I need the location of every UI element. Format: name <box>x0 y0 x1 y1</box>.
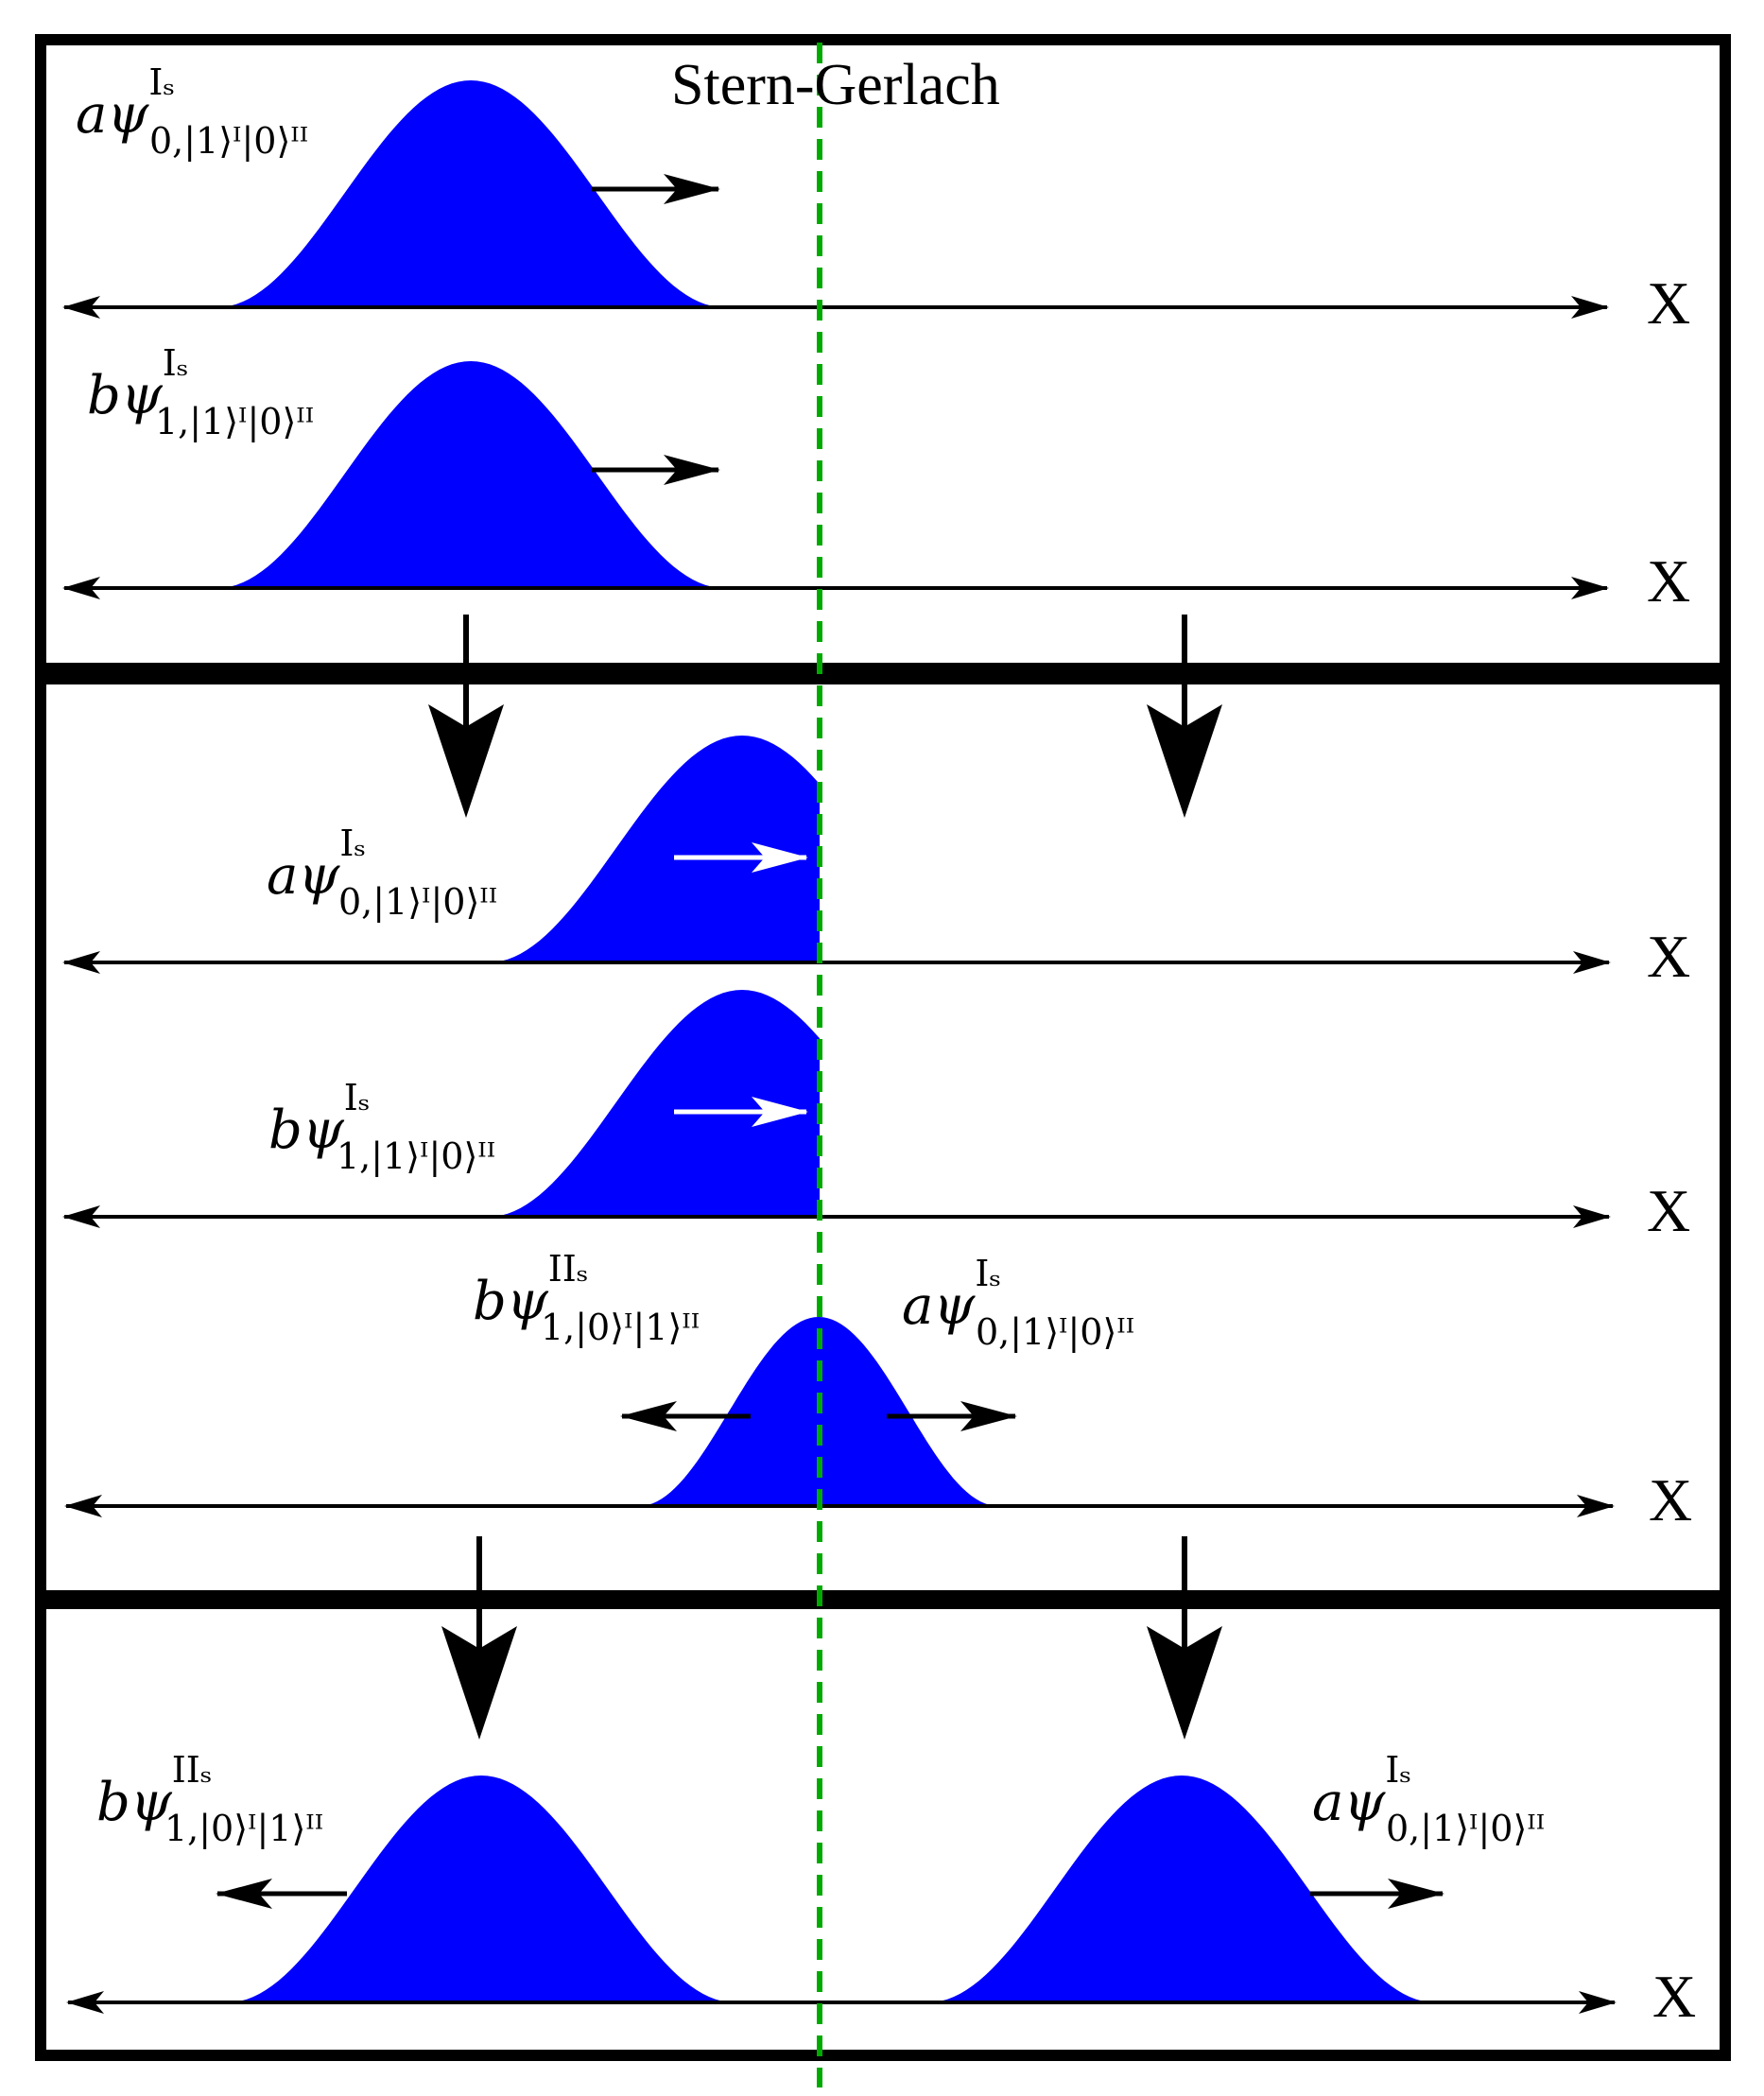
panel-middle <box>35 673 1731 1602</box>
wave-packet-a-at-magnet <box>489 736 820 962</box>
step-arrow-down <box>428 615 504 818</box>
step-arrow-down <box>441 1536 517 1740</box>
x-axis-label-5: X <box>1649 1466 1692 1533</box>
wavefunction-label-a: aψIₛ 0,|1⟩ᴵ|0⟩ᴵᴵ <box>902 1253 1134 1353</box>
wavefunction-label-a: aψIₛ 0,|1⟩ᴵ|0⟩ᴵᴵ <box>1312 1749 1545 1849</box>
stern-gerlach-title: Stern-Gerlach <box>671 53 1000 117</box>
wave-packet-a-incoming <box>217 80 724 307</box>
x-axis-label-4: X <box>1647 1177 1690 1244</box>
wavefunction-label-b: bψIₛ 1,|1⟩ᴵ|0⟩ᴵᴵ <box>268 1077 495 1177</box>
wave-packet-b-deflected-left <box>228 1776 735 2002</box>
wavefunction-label-b-ii: bψIIₛ 1,|0⟩ᴵ|1⟩ᴵᴵ <box>96 1749 323 1849</box>
wavefunction-label-a: aψIₛ 0,|1⟩ᴵ|0⟩ᴵᴵ <box>76 61 308 162</box>
wave-packet-a-deflected-right <box>928 1776 1435 2002</box>
x-axis-label-1: X <box>1647 269 1690 337</box>
time-step-arrows <box>428 615 1222 1740</box>
wavefunction-label-a: aψIₛ 0,|1⟩ᴵ|0⟩ᴵᴵ <box>267 823 497 923</box>
panel-bottom <box>35 1598 1731 2061</box>
step-arrow-down <box>1147 1536 1222 1740</box>
axis-labels: X X X X X X <box>1647 269 1696 2030</box>
wavefunction-labels: aψIₛ 0,|1⟩ᴵ|0⟩ᴵᴵ bψIₛ 1,|1⟩ᴵ|0⟩ᴵᴵ aψIₛ 0,|1… <box>76 61 1545 1849</box>
wavefunction-label-b: bψIₛ 1,|1⟩ᴵ|0⟩ᴵᴵ <box>87 342 314 442</box>
wave-packet-b-incoming <box>217 361 724 588</box>
wave-packet-b-at-magnet <box>489 990 820 1217</box>
x-axis-label-2: X <box>1647 547 1690 615</box>
panel-top <box>35 34 1731 674</box>
wavefunction-label-b-ii: bψIIₛ 1,|0⟩ᴵ|1⟩ᴵᴵ <box>473 1248 700 1348</box>
x-axis-label-6: X <box>1652 1963 1696 2030</box>
step-arrow-down <box>1147 615 1222 818</box>
panel-frames <box>35 34 1731 2061</box>
x-axis-label-3: X <box>1647 923 1690 990</box>
momentum-arrows <box>216 174 1444 1909</box>
x-axes <box>62 296 1617 2014</box>
wave-packets <box>217 80 1435 2002</box>
